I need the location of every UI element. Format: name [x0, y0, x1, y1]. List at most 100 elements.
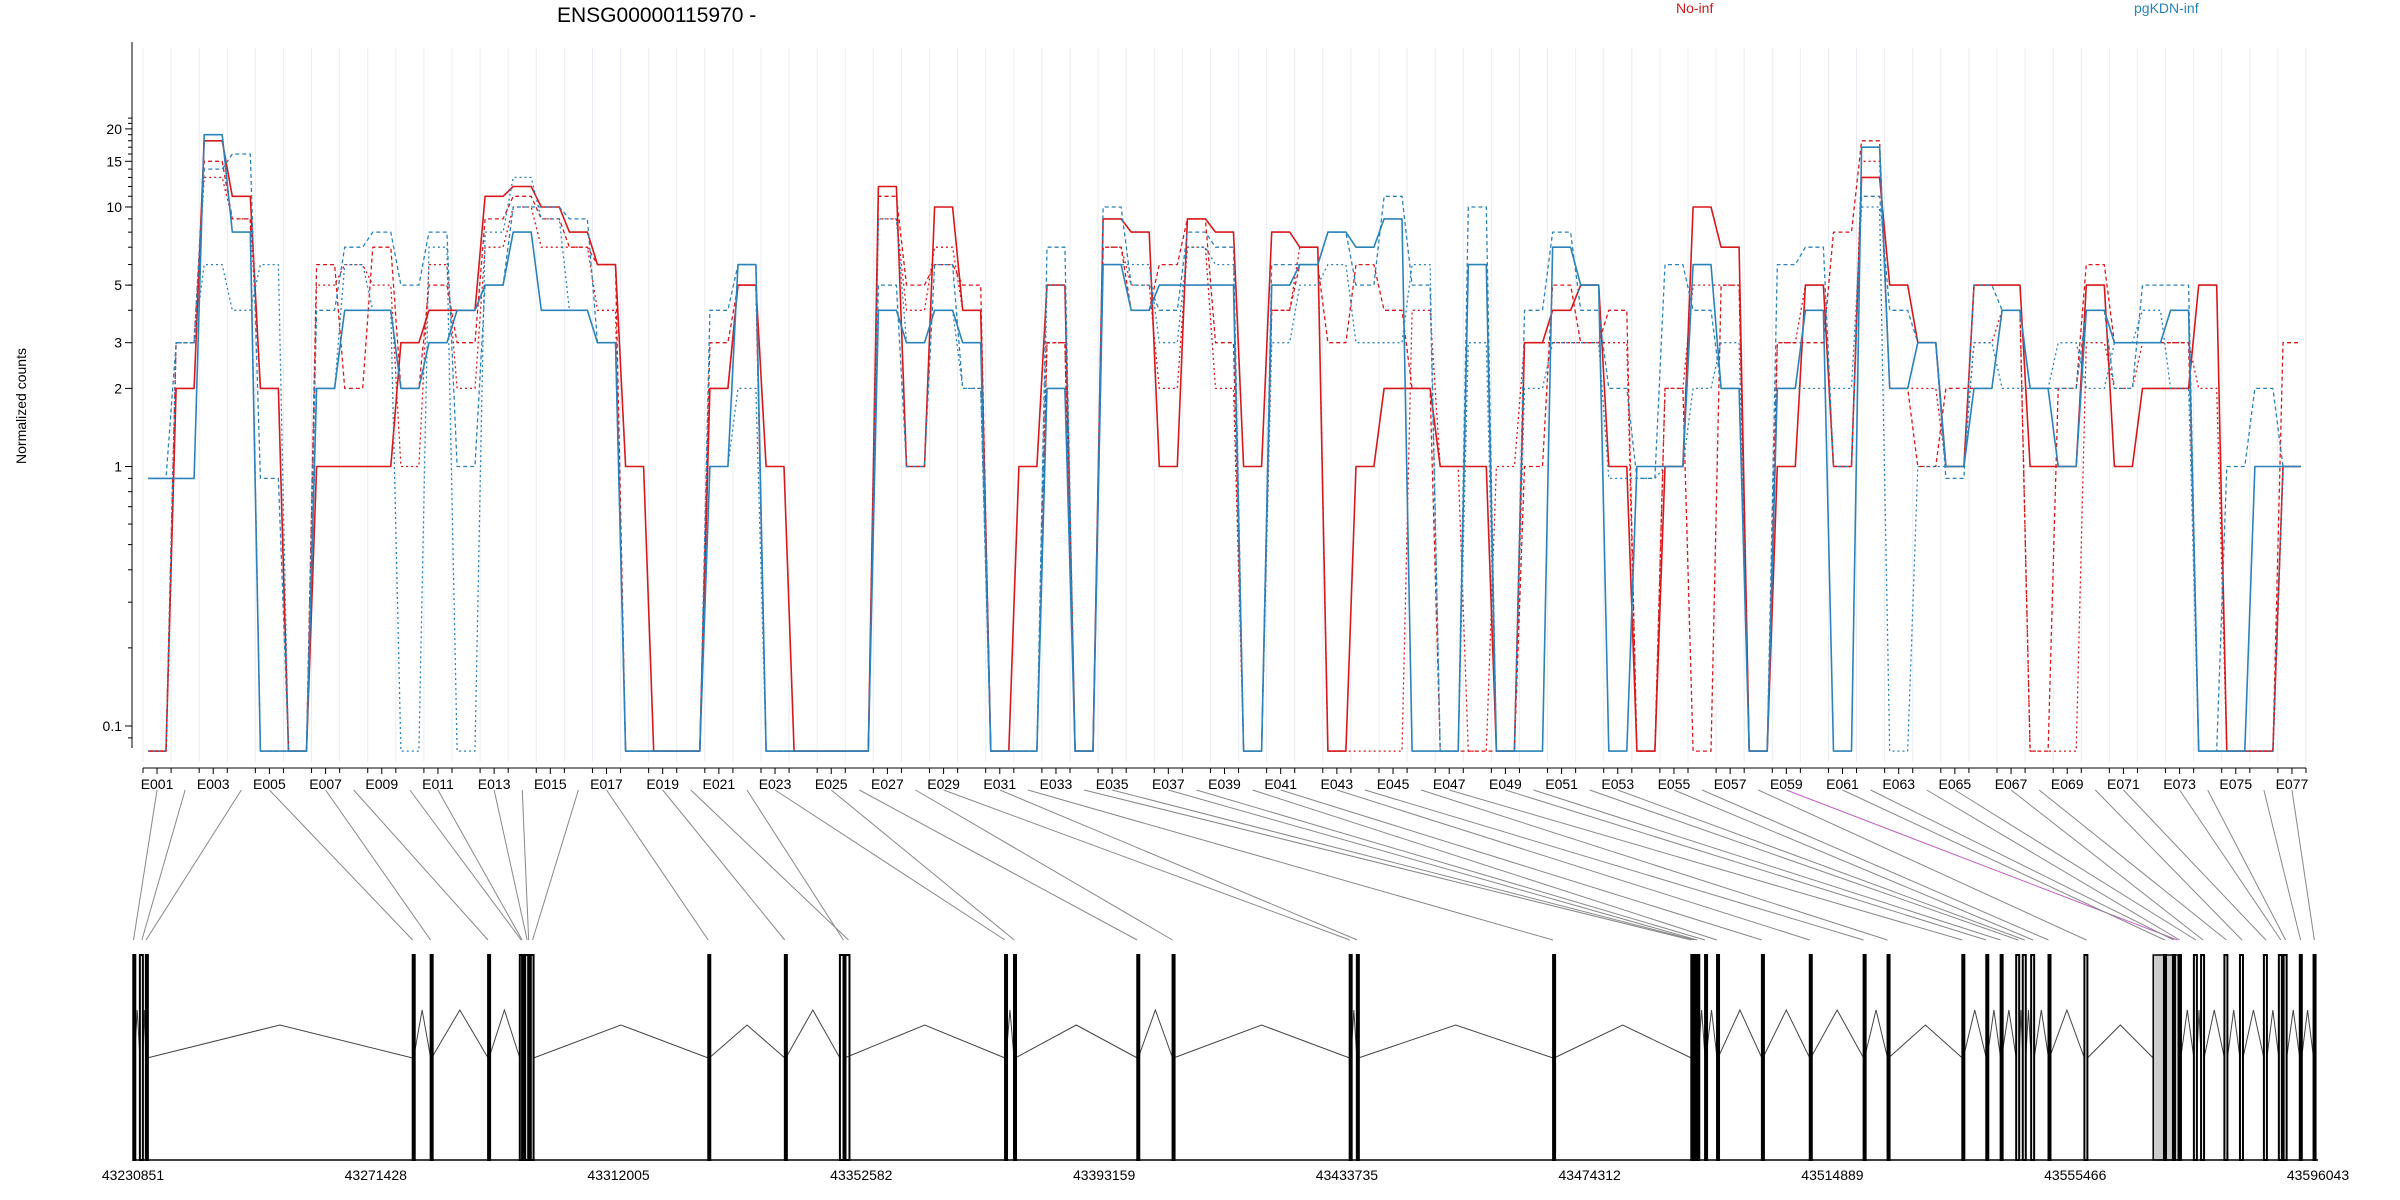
gene-exon-box [2282, 954, 2288, 1161]
exon-tick-label: E057 [1714, 776, 1747, 792]
intron-line [146, 1024, 413, 1059]
exon-tick-label: E005 [253, 776, 286, 792]
chart-title: ENSG00000115970 - [557, 4, 756, 27]
genomic-tick-label: 43514889 [1801, 1167, 1864, 1183]
exon-tick-label: E045 [1377, 776, 1410, 792]
gene-exon-box [1355, 954, 1360, 1161]
exon-connector [493, 789, 528, 941]
intron-line [1986, 1009, 2002, 1059]
intron-line [708, 1024, 786, 1059]
gene-exon-box [1961, 954, 1966, 1161]
exon-connector [1701, 789, 2049, 941]
gene-exon-box [2200, 954, 2206, 1161]
exon-connector [1505, 789, 1987, 941]
intron-line [2048, 1008, 2085, 1059]
gene-exon-box [707, 954, 712, 1161]
exon-connector [1364, 789, 1864, 941]
exon-tick-label: E039 [1208, 776, 1241, 792]
series-line-2 [148, 140, 2301, 752]
y-tick-label: 5 [114, 277, 122, 293]
gene-exon-box [1004, 954, 1009, 1161]
gene-exon-box [2277, 954, 2283, 1161]
exon-connector [2123, 789, 2267, 941]
exon-connector [1280, 789, 1762, 941]
exon-tick-label: E063 [1882, 776, 1915, 792]
exon-connector [1252, 789, 1718, 941]
exon-connector [409, 789, 522, 941]
exon-connector [2291, 789, 2315, 941]
exon-tick-label: E059 [1770, 776, 1803, 792]
gene-exon-box [2021, 954, 2027, 1161]
gene-exon-box [1552, 954, 1557, 1161]
exon-connector [606, 789, 709, 941]
gene-exon-box [2030, 954, 2036, 1161]
gene-exon-box [2262, 954, 2268, 1161]
series-line-1 [148, 140, 2301, 752]
intron-line [2266, 1009, 2280, 1059]
exon-connector [1533, 789, 2001, 941]
gene-exon-box [1862, 954, 1867, 1161]
exon-tick-label: E051 [1545, 776, 1578, 792]
exon-tick-label: E011 [422, 776, 454, 792]
exon-connector [1842, 789, 2165, 941]
intron-line [2087, 1024, 2154, 1059]
exon-tick-label: E061 [1826, 776, 1859, 792]
genomic-tick-label: 43433735 [1316, 1167, 1379, 1183]
exon-tick-label: E041 [1264, 776, 1297, 792]
y-tick-label: 15 [106, 153, 122, 169]
exon-connector [269, 789, 413, 941]
exon-tick-label: E035 [1096, 776, 1129, 792]
exon-tick-label: E017 [590, 776, 623, 792]
exon-tick-label: E073 [2163, 776, 2196, 792]
y-tick-label: 1 [114, 459, 122, 475]
exon-connector [2179, 789, 2282, 941]
intron-line [2180, 1009, 2195, 1059]
exon-connector [915, 789, 1173, 941]
gene-exon-box [1985, 954, 1990, 1161]
series-line-3 [148, 160, 2301, 752]
gene-exon-box [1696, 954, 1701, 1161]
intron-line [1717, 1008, 1763, 1059]
exon-connector [353, 789, 489, 941]
y-tick-label: 0.1 [103, 718, 123, 734]
exon-connector [145, 789, 242, 941]
exon-connector [325, 789, 431, 941]
exon-connector [1336, 789, 1810, 941]
exon-connector [1617, 789, 2025, 941]
series-line-5 [148, 153, 2301, 752]
exon-connector [2207, 789, 2287, 941]
gene-exon-box [783, 954, 788, 1161]
exon-tick-label: E001 [141, 776, 174, 792]
gene-exon-box [1136, 954, 1141, 1161]
exon-tick-label: E075 [2219, 776, 2252, 792]
exon-connector [1420, 789, 1888, 941]
intron-line [488, 1008, 521, 1059]
gene-exon-box [1348, 954, 1353, 1161]
gene-exon-box [2312, 954, 2317, 1161]
exon-connector-lines [132, 789, 2315, 941]
exon-tick-label: E003 [197, 776, 230, 792]
exon-connector [746, 789, 844, 941]
gene-exon-box [2083, 954, 2089, 1161]
exon-tick-label: E023 [759, 776, 792, 792]
exon-connector [1786, 789, 2178, 941]
intron-line [2203, 1009, 2225, 1059]
gene-exon-box [521, 954, 526, 1161]
exon-connector [1083, 789, 1692, 941]
y-axis: 0.1 1 2 3 5 10 15 20 [103, 42, 133, 748]
gene-model-track [132, 954, 2317, 1161]
exon-connector [1870, 789, 2174, 941]
exon-connector [2010, 789, 2204, 941]
intron-line [2226, 1009, 2241, 1059]
legend-entry-no-inf: No-inf [1676, 0, 1713, 16]
exon-connector [2094, 789, 2243, 941]
genomic-tick-label: 43230851 [102, 1167, 165, 1183]
exon-connector [521, 789, 530, 941]
y-axis-label: Normalized counts [13, 348, 29, 464]
exon-tick-label: E015 [534, 776, 567, 792]
gene-exon-box [2177, 954, 2182, 1161]
exon-tick-label: E037 [1152, 776, 1185, 792]
y-tick-label: 20 [106, 121, 122, 137]
intron-line [1553, 1024, 1692, 1059]
genomic-tick-label: 43393159 [1073, 1167, 1136, 1183]
